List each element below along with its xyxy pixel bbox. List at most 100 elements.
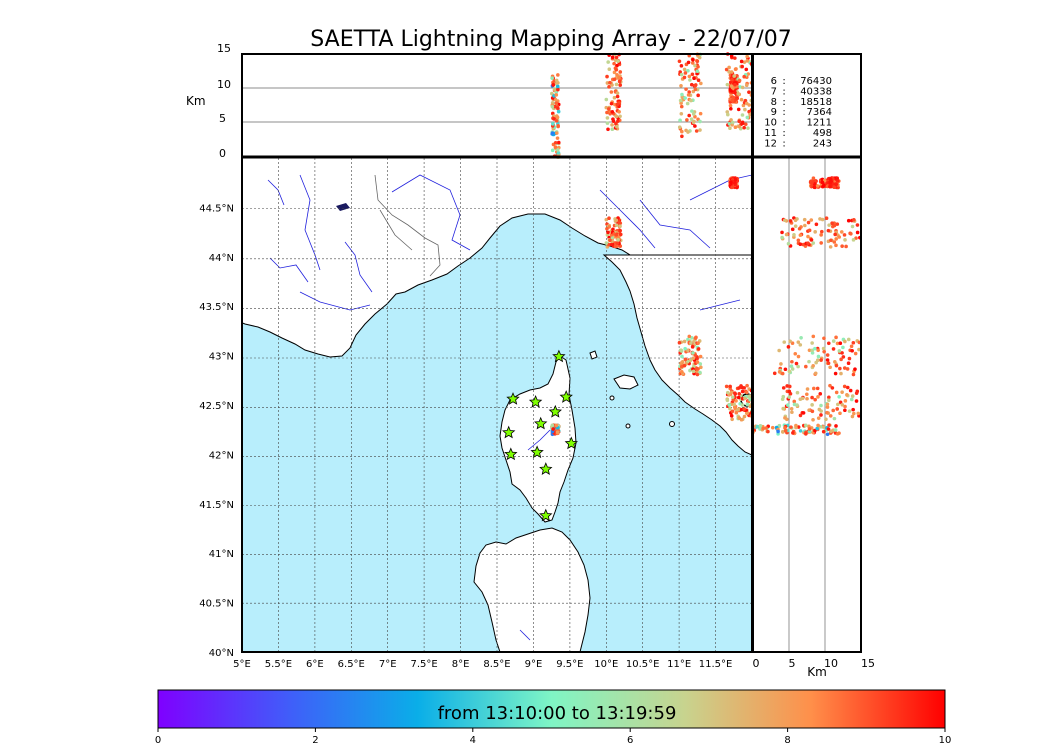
mainland-italy-coast xyxy=(602,254,752,456)
source-point-alt-lon xyxy=(612,77,617,82)
station-marker xyxy=(539,462,553,475)
lat-label: 44°N xyxy=(209,253,234,264)
source-point xyxy=(742,414,747,419)
source-point-alt-lon xyxy=(679,83,683,88)
lon-label: 9°E xyxy=(525,659,543,670)
source-point-alt-lat xyxy=(798,413,803,418)
source-point-alt-lon xyxy=(555,84,560,89)
source-point-alt-lat xyxy=(834,243,838,248)
count-separator: : xyxy=(782,128,785,139)
source-point-alt-lat xyxy=(837,235,842,239)
source-point-alt-lon xyxy=(687,74,692,79)
source-point-alt-lat xyxy=(798,242,803,247)
source-point xyxy=(610,235,615,240)
source-point-alt-lat xyxy=(847,356,852,361)
source-point-alt-lon xyxy=(692,119,696,124)
source-point-alt-lon xyxy=(615,72,619,77)
station-marker xyxy=(552,349,566,363)
source-point-alt-lat xyxy=(848,388,853,393)
source-point-alt-lon xyxy=(744,83,749,88)
source-point-alt-lon xyxy=(550,76,554,80)
source-point-alt-lat xyxy=(841,355,846,359)
source-point-alt-lat xyxy=(852,217,856,222)
source-point-alt-lat xyxy=(806,241,810,245)
source-point-alt-lat xyxy=(798,429,803,433)
source-point-alt-lon xyxy=(615,91,620,95)
source-point-alt-lat xyxy=(814,222,819,227)
source-point-alt-lon xyxy=(553,140,558,145)
source-point-alt-lat xyxy=(842,233,847,237)
source-point-alt-lon xyxy=(553,88,557,92)
source-point xyxy=(691,351,695,355)
source-point-alt-lon xyxy=(610,127,615,132)
source-point-alt-lon xyxy=(556,140,561,145)
count-value: 76430 xyxy=(800,76,832,87)
source-point-alt-lon xyxy=(733,125,738,129)
source-point-alt-lat xyxy=(816,416,821,420)
source-point-alt-lat xyxy=(795,403,799,407)
source-point-alt-lat xyxy=(796,238,801,243)
counts-panel: 6: 76430 7: 40338 8: 18518 9: 7364 10: 1211 11: 498… xyxy=(753,54,861,157)
source-point xyxy=(680,354,684,359)
source-point xyxy=(683,357,688,362)
source-point-alt-lon xyxy=(689,82,694,87)
source-point-alt-lat xyxy=(809,218,814,222)
source-point-alt-lon xyxy=(617,110,621,114)
source-point-alt-lat xyxy=(840,402,845,407)
source-point-alt-lon xyxy=(552,117,556,121)
source-point-alt-lon xyxy=(553,104,557,109)
source-point-alt-lat xyxy=(787,389,792,394)
source-point xyxy=(728,384,732,389)
source-point-alt-lat xyxy=(777,370,782,374)
source-point-alt-lat xyxy=(806,234,810,239)
montecristo-island xyxy=(625,423,631,429)
source-point-alt-lon xyxy=(748,112,752,117)
source-point xyxy=(617,220,622,225)
source-point-alt-lat xyxy=(815,386,820,391)
source-point-alt-lat xyxy=(819,358,823,362)
source-point-alt-lon xyxy=(612,61,616,66)
source-point xyxy=(692,339,696,344)
source-point-alt-lon xyxy=(554,93,559,97)
source-point xyxy=(742,407,746,411)
source-point-alt-lat xyxy=(849,397,854,402)
source-point-alt-lat xyxy=(834,335,838,340)
source-point-alt-lon xyxy=(733,91,737,95)
source-point-alt-lon xyxy=(610,55,615,60)
source-point xyxy=(614,218,619,223)
source-point-alt-lat xyxy=(819,413,823,417)
source-point-alt-lon xyxy=(615,94,620,99)
source-point-alt-lat xyxy=(811,241,816,245)
side-panel-xlabel: Km xyxy=(807,665,827,679)
source-point-alt-lat xyxy=(807,228,812,233)
graticule xyxy=(242,158,752,652)
count-value: 7364 xyxy=(807,107,832,118)
colorbar-tick-label: 10 xyxy=(939,735,952,746)
source-point-alt-lon xyxy=(677,125,682,130)
source-point-alt-lat xyxy=(853,351,858,356)
count-value: 40338 xyxy=(800,86,832,97)
source-point-alt-lat xyxy=(818,217,822,221)
source-point-alt-lon xyxy=(725,82,730,87)
source-point-alt-lat xyxy=(803,223,807,228)
source-point-alt-lat xyxy=(822,336,826,341)
top-ytick-0: 0 xyxy=(219,147,226,160)
source-point xyxy=(725,398,730,403)
source-point-alt-lon xyxy=(556,106,560,111)
source-point-alt-lon xyxy=(727,121,732,126)
source-point-alt-lon xyxy=(725,110,730,114)
station-marker xyxy=(539,508,553,522)
top-panel-bg xyxy=(242,54,752,157)
source-point xyxy=(615,241,620,245)
lon-label: 10°E xyxy=(594,659,618,670)
source-point xyxy=(608,238,612,243)
source-point-alt-lon xyxy=(556,151,561,155)
top-ytick-5: 5 xyxy=(219,112,226,125)
source-point-alt-lon xyxy=(690,61,695,65)
source-point-alt-lat xyxy=(802,217,807,222)
source-point-alt-lat xyxy=(838,341,843,346)
borders xyxy=(374,174,441,277)
source-point-alt-lat xyxy=(833,359,837,364)
source-point xyxy=(730,409,735,414)
top-panel-ylabel: Km xyxy=(186,94,206,108)
